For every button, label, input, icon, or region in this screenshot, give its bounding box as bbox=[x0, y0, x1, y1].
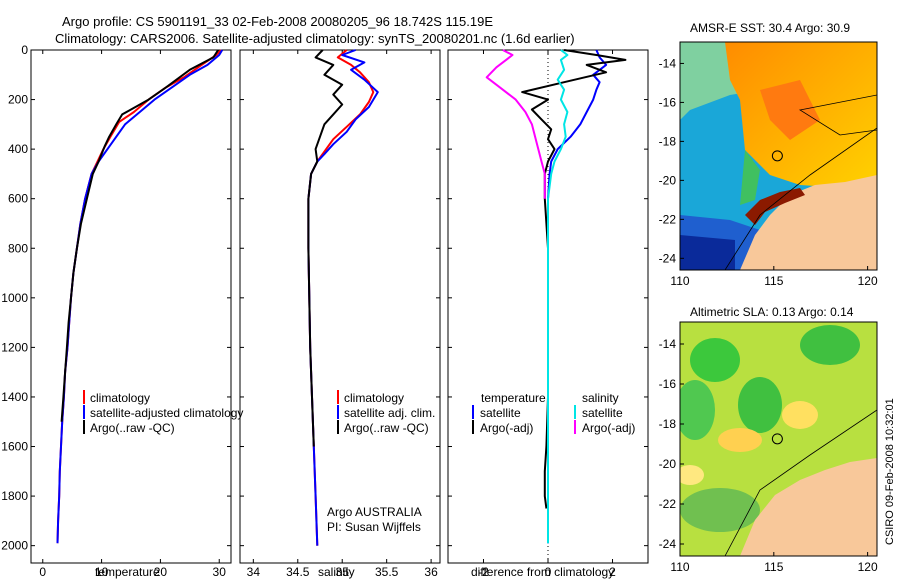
y-tick-label: 1000 bbox=[1, 291, 28, 305]
difference-panel: -2 0 2 difference from climatology tempera… bbox=[447, 49, 649, 579]
series-line bbox=[307, 49, 375, 546]
temperature-axis: 0 10 20 30 0 200 400 600 800 1000 1200 1400 1600 1800… bbox=[1, 43, 231, 579]
x-tick-label: -2 bbox=[478, 565, 489, 579]
sla-map-image bbox=[680, 322, 877, 556]
y-tick-label: 600 bbox=[8, 192, 28, 206]
salinity-plot-frame bbox=[239, 49, 441, 564]
series-line bbox=[485, 49, 546, 199]
sst-map-frame bbox=[679, 41, 878, 271]
y-tick-label: 1200 bbox=[1, 340, 28, 354]
y-tick-label: 800 bbox=[8, 241, 28, 255]
legend-label-argo: Argo(..raw -QC) bbox=[344, 421, 429, 435]
map-x-tick-label: 115 bbox=[764, 274, 783, 288]
sla-map-frame bbox=[679, 321, 878, 557]
map-y-tick-label: -24 bbox=[659, 251, 677, 265]
x-tick-label: 35 bbox=[336, 565, 350, 579]
sla-map-panel: Altimetric SLA: 0.13 Argo: 0.14 110 115 12… bbox=[659, 305, 878, 574]
series-line bbox=[547, 49, 569, 544]
series-line bbox=[56, 49, 224, 544]
temperature-panel: 0 10 20 30 0 200 400 600 800 1000 1200 1400 1600 1800… bbox=[1, 43, 243, 579]
map-x-tick-label: 120 bbox=[858, 560, 878, 574]
y-tick-label: 1400 bbox=[1, 390, 28, 404]
map-y-tick-label: -24 bbox=[659, 537, 677, 551]
figure-title-line2: Climatology: CARS2006. Satellite-adjuste… bbox=[55, 31, 575, 46]
sla-argo-position-marker bbox=[771, 433, 783, 445]
pi-annotation: PI: Susan Wijffels bbox=[327, 520, 421, 534]
series-line bbox=[547, 49, 608, 544]
x-tick-label: 10 bbox=[95, 565, 109, 579]
map-x-tick-label: 110 bbox=[670, 560, 689, 574]
x-tick-label: 36 bbox=[424, 565, 438, 579]
map-y-tick-label: -22 bbox=[659, 497, 677, 511]
salinity-panel: 34 34.5 35 35.5 36 salinity climatology sate… bbox=[239, 49, 441, 579]
y-tick-label: 200 bbox=[8, 93, 28, 107]
map-y-tick-label: -18 bbox=[659, 417, 677, 431]
legend-label-temp-argo: Argo(-adj) bbox=[480, 421, 533, 435]
legend-label-temp-satellite: satellite bbox=[480, 406, 521, 420]
series-line bbox=[60, 49, 219, 422]
series-line bbox=[307, 49, 344, 447]
temperature-legend: climatology satellite-adjusted climatolo… bbox=[83, 390, 243, 435]
difference-legend: temperature salinity satellite Argo(-adj… bbox=[472, 391, 635, 435]
sst-map-panel: AMSR-E SST: 30.4 Argo: 30.9 110 115 120 -14… bbox=[659, 21, 878, 288]
sla-map-title: Altimetric SLA: 0.13 Argo: 0.14 bbox=[690, 305, 854, 319]
x-tick-label: 20 bbox=[154, 565, 168, 579]
salinity-axis: 34 34.5 35 35.5 36 bbox=[240, 49, 440, 579]
map-y-tick-label: -16 bbox=[659, 377, 677, 391]
map-y-tick-label: -14 bbox=[659, 56, 677, 70]
map-y-tick-label: -16 bbox=[659, 95, 677, 109]
legend-label-satellite: satellite adj. clim. bbox=[344, 406, 435, 420]
difference-series bbox=[485, 49, 627, 544]
legend-header-salinity: salinity bbox=[582, 391, 619, 405]
map-y-tick-label: -14 bbox=[659, 337, 677, 351]
legend-label-argo: Argo(..raw -QC) bbox=[90, 421, 175, 435]
side-credit: CSIRO 09-Feb-2008 10:32:01 bbox=[884, 398, 896, 545]
map-y-tick-label: -20 bbox=[659, 457, 677, 471]
salinity-xlabel: salinity bbox=[318, 565, 355, 579]
y-tick-label: 2000 bbox=[1, 539, 28, 553]
x-tick-label: 2 bbox=[609, 565, 616, 579]
temperature-xlabel: temperature bbox=[95, 565, 160, 579]
sst-map-image bbox=[680, 42, 877, 270]
salinity-legend: climatology satellite adj. clim. Argo(..… bbox=[337, 390, 435, 435]
map-y-tick-label: -18 bbox=[659, 134, 677, 148]
difference-axis: -2 0 2 bbox=[448, 49, 648, 579]
sst-map-axis: 110 115 120 -14 -16 -18 -20 -22 -24 bbox=[659, 56, 878, 288]
y-tick-label: 1800 bbox=[1, 489, 28, 503]
x-tick-label: 34.5 bbox=[286, 565, 310, 579]
sst-argo-position-marker bbox=[771, 150, 783, 162]
legend-label-satellite: satellite-adjusted climatology bbox=[90, 406, 243, 420]
temperature-series bbox=[56, 49, 224, 544]
temperature-plot-frame bbox=[30, 49, 232, 564]
salinity-series bbox=[307, 49, 379, 546]
series-line bbox=[307, 49, 379, 546]
legend-label-climatology: climatology bbox=[344, 391, 404, 405]
y-tick-label: 0 bbox=[21, 43, 28, 57]
x-tick-label: 0 bbox=[545, 565, 552, 579]
x-tick-label: 30 bbox=[213, 565, 227, 579]
y-tick-label: 400 bbox=[8, 142, 28, 156]
map-x-tick-label: 115 bbox=[764, 560, 783, 574]
legend-header-temperature: temperature bbox=[481, 391, 546, 405]
legend-label-sal-satellite: satellite bbox=[582, 406, 623, 420]
x-tick-label: 0 bbox=[39, 565, 46, 579]
x-tick-label: 34 bbox=[247, 565, 261, 579]
y-tick-label: 1600 bbox=[1, 440, 28, 454]
map-y-tick-label: -20 bbox=[659, 173, 677, 187]
series-line bbox=[521, 49, 627, 509]
figure-title-line1: Argo profile: CS 5901191_33 02-Feb-2008 … bbox=[62, 14, 493, 29]
legend-label-climatology: climatology bbox=[90, 391, 150, 405]
x-tick-label: 35.5 bbox=[375, 565, 399, 579]
map-x-tick-label: 110 bbox=[670, 274, 689, 288]
sst-map-title: AMSR-E SST: 30.4 Argo: 30.9 bbox=[690, 21, 850, 35]
sla-map-axis: 110 115 120 -14 -16 -18 -20 -22 -24 bbox=[659, 337, 878, 574]
difference-xlabel: difference from climatology bbox=[471, 565, 614, 579]
map-y-tick-label: -22 bbox=[659, 212, 677, 226]
map-x-tick-label: 120 bbox=[858, 274, 878, 288]
argo-australia-annotation: Argo AUSTRALIA bbox=[327, 505, 422, 519]
legend-label-sal-argo: Argo(-adj) bbox=[582, 421, 635, 435]
series-line bbox=[56, 49, 222, 544]
